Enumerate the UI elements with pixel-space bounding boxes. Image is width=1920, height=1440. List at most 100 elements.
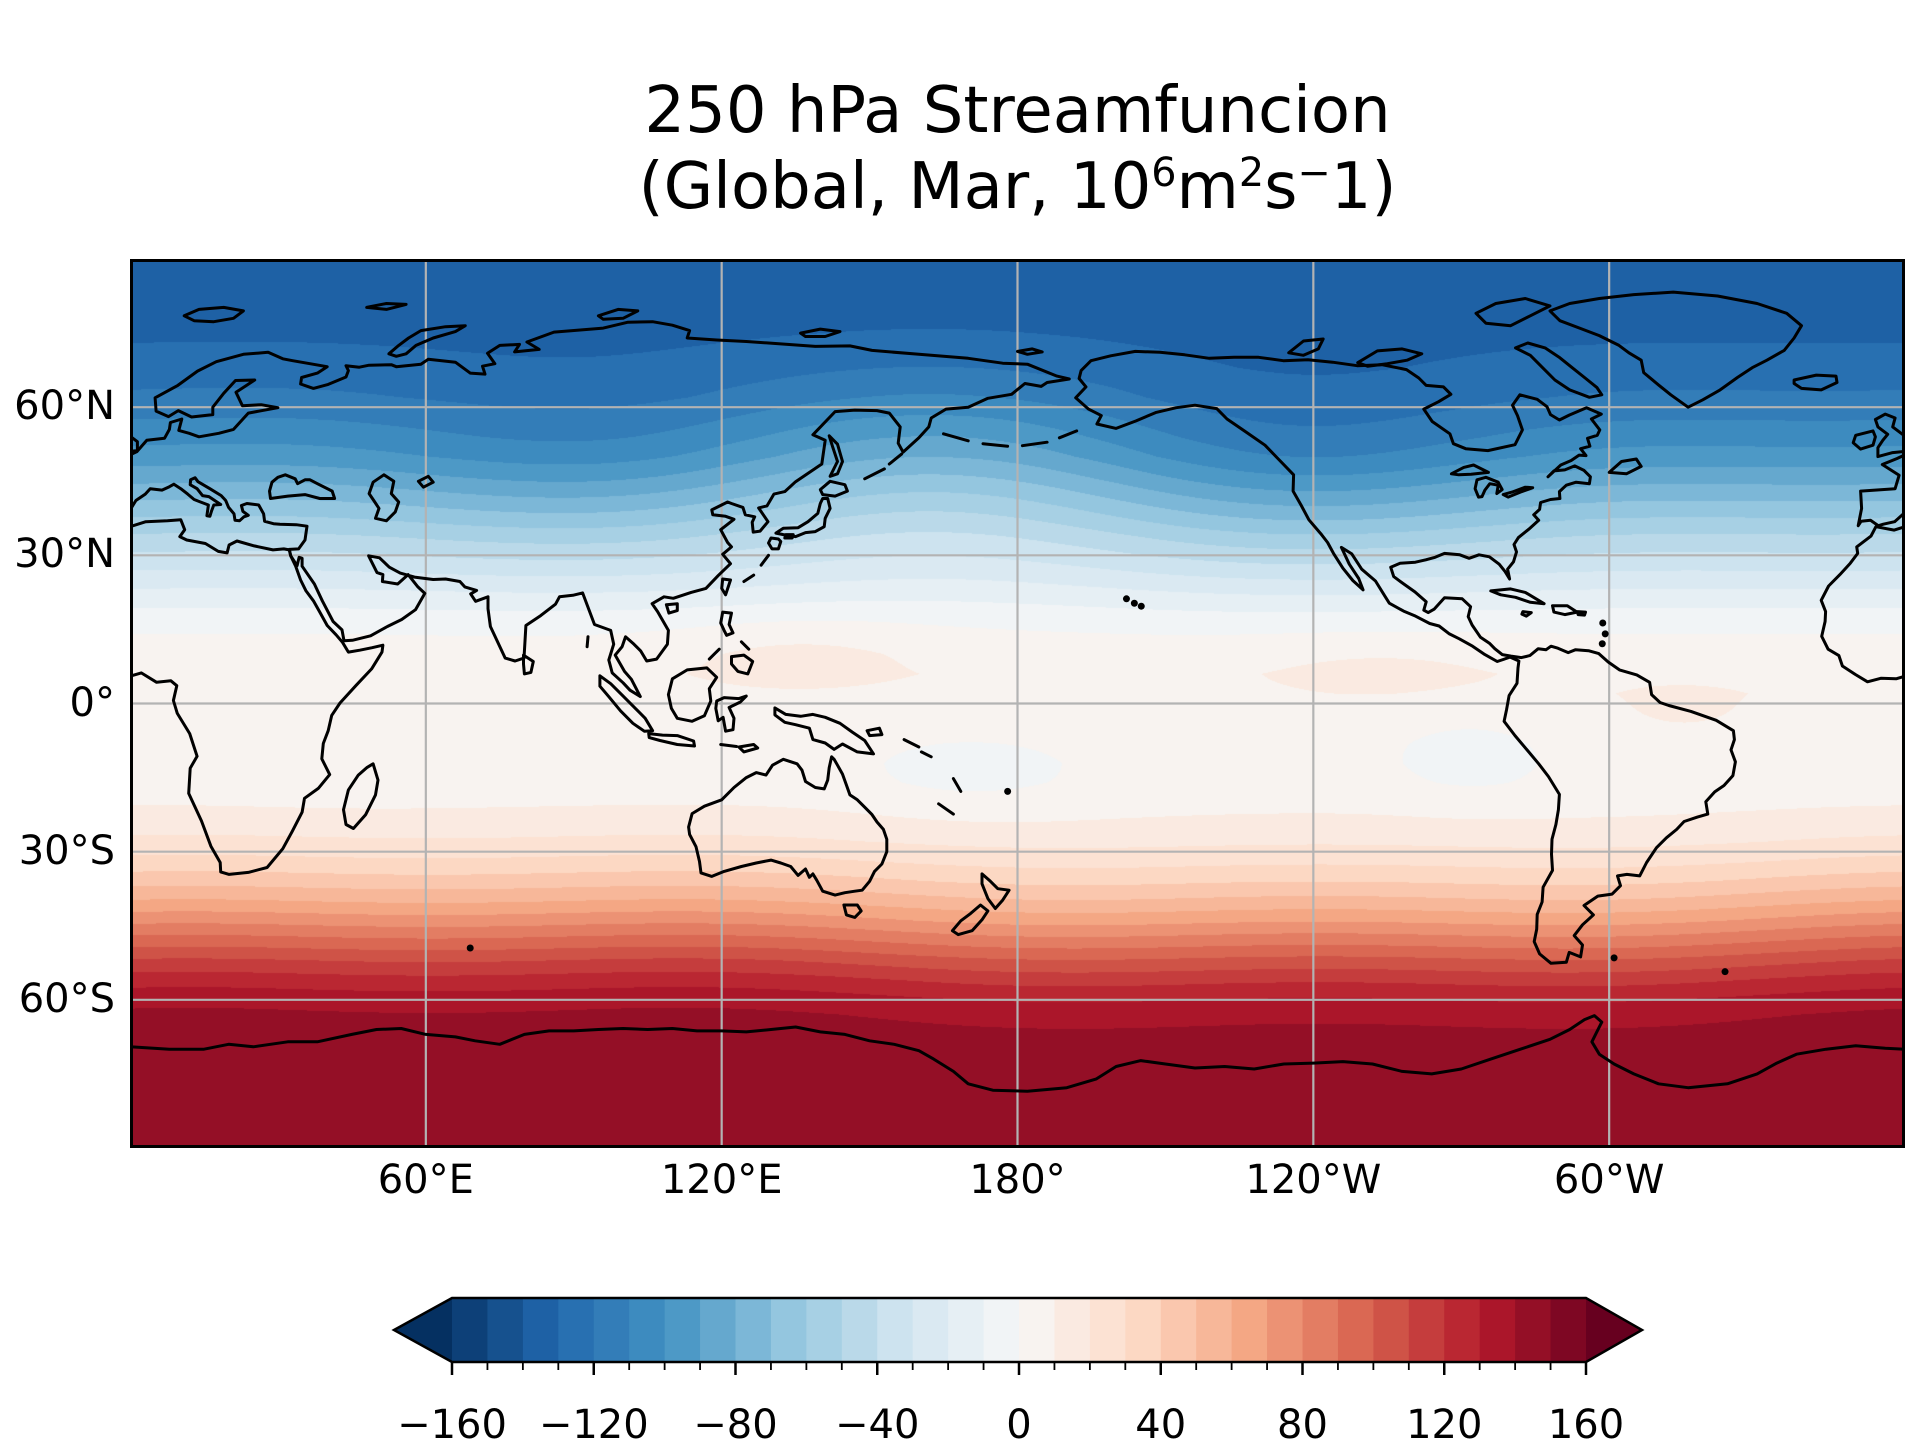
coastline-ryukyu-1 [742, 573, 756, 583]
coastline-nz-north [980, 872, 1011, 910]
coastline-vanuatu [951, 777, 963, 793]
colorbar-band [629, 1298, 666, 1362]
colorbar-extend-min-triangle [394, 1298, 452, 1362]
coastline-aleutians-4 [1057, 429, 1079, 440]
colorbar-band [770, 1298, 807, 1362]
coastline-americas [1074, 349, 1737, 965]
colorbar-band [1160, 1298, 1197, 1362]
coastline-iceland [1792, 373, 1839, 392]
x-tick-label: 120°E [660, 1157, 783, 1203]
coastline-black-sea [268, 473, 337, 500]
coastline-ireland [1851, 429, 1877, 451]
coastline-new-guinea [773, 706, 875, 756]
coastline-kurils-2 [887, 452, 904, 466]
small-island-dot [1721, 968, 1729, 976]
colorbar-band [983, 1298, 1020, 1362]
small-island-dot [1599, 619, 1607, 627]
coastline-great-britain [1873, 412, 1905, 459]
coastline-severnaya-zemlya [596, 307, 640, 321]
colorbar-tick-label: 160 [1548, 1402, 1624, 1440]
subtitle-exponent-6: 6 [1151, 150, 1177, 197]
coastline-taiwan [720, 577, 732, 597]
subtitle-exponent-2: 2 [1238, 150, 1265, 197]
colorbar-band [1515, 1298, 1552, 1362]
coastline-java [647, 732, 696, 748]
colorbar-tick-label: −120 [539, 1402, 649, 1440]
coastline-mindanao [730, 653, 755, 676]
colorbar: −160 −120 −80 −40 0 40 80 120 160 [391, 1296, 1645, 1440]
coastline-lake-superior [1449, 463, 1490, 477]
coastline-lake-michigan-huron [1473, 475, 1504, 499]
coastline-aleutians-3 [1020, 440, 1049, 448]
coastline-baffin [1514, 341, 1604, 399]
coastline-antarctica [130, 1014, 1905, 1093]
coastline-palawan [707, 647, 721, 661]
colorbar-band [1125, 1298, 1162, 1362]
coastline-africa [130, 518, 385, 876]
coastline-sakhalin [827, 434, 844, 478]
small-island-dot [466, 944, 474, 952]
coastline-great-britain [130, 434, 139, 453]
coastline-wrangel [1016, 347, 1044, 356]
colorbar-extend-max-triangle [1586, 1298, 1642, 1362]
coastline-australia [687, 755, 889, 897]
coastline-sri-lanka [522, 653, 535, 676]
coastline-samar [739, 640, 751, 651]
colorbar-band [1479, 1298, 1516, 1362]
coastline-solomons-1 [902, 738, 921, 749]
colorbar-band [1444, 1298, 1481, 1362]
x-tick-label: 60°W [1553, 1157, 1665, 1203]
coastline-svalbard [182, 305, 245, 324]
coastline-new-siberian [799, 327, 842, 338]
coastline-newfoundland [1607, 457, 1643, 476]
coastline-kyushu [767, 536, 783, 551]
coastline-shikoku [783, 533, 795, 540]
subtitle-exponent-minus: − [1297, 150, 1331, 197]
colorbar-band [1089, 1298, 1126, 1362]
coastline-hainan [664, 602, 679, 615]
small-island-dot [1004, 787, 1012, 795]
coastline-banks-island [1287, 337, 1325, 357]
colorbar-band [806, 1298, 843, 1362]
subtitle-suffix: 1) [1330, 150, 1397, 224]
colorbar-band [700, 1298, 737, 1362]
colorbar-tick-label: −40 [835, 1402, 919, 1440]
coastline-new-britain [865, 726, 884, 738]
coastline-sumatra [598, 674, 655, 733]
y-tick-label: 30°S [18, 827, 115, 874]
colorbar-band [452, 1298, 489, 1362]
small-island-dot [1122, 595, 1130, 603]
colorbar-band [948, 1298, 985, 1362]
coastline-kurils-1 [863, 467, 886, 481]
small-island-dot [1598, 640, 1606, 648]
colorbar-tick-label: 40 [1135, 1402, 1186, 1440]
colorbar-band [1231, 1298, 1268, 1362]
map-overlay [130, 259, 1905, 1148]
colorbar-band [877, 1298, 914, 1362]
coastline-aleutians-1 [942, 432, 970, 443]
subtitle-prefix: (Global, Mar, 10 [638, 150, 1152, 224]
colorbar-band [593, 1298, 630, 1362]
coastline-solomons-2 [919, 750, 933, 759]
colorbar-tick-label: −160 [397, 1402, 507, 1440]
y-tick-label: 60°S [18, 975, 115, 1022]
coastline-victoria-island [1356, 347, 1424, 368]
colorbar-band [1267, 1298, 1304, 1362]
colorbar-band [558, 1298, 595, 1362]
colorbar-band [522, 1298, 559, 1362]
small-island-dot [1130, 599, 1138, 607]
y-tick-label: 30°N [14, 531, 115, 578]
colorbar-band [1054, 1298, 1091, 1362]
coastline-eurasia [130, 320, 1071, 699]
small-island-dot [1601, 630, 1609, 638]
coastline-puerto-rico [1576, 610, 1587, 617]
small-island-dot [1137, 602, 1145, 610]
coastline-andaman [585, 635, 590, 649]
x-tick-label: 180° [969, 1157, 1066, 1203]
x-tick-label: 120°W [1245, 1157, 1382, 1203]
small-island-dot [1610, 954, 1618, 962]
coastline-ellesmere [1474, 297, 1552, 328]
coastline-lake-erie-ontario [1501, 485, 1535, 499]
colorbar-band [1196, 1298, 1233, 1362]
